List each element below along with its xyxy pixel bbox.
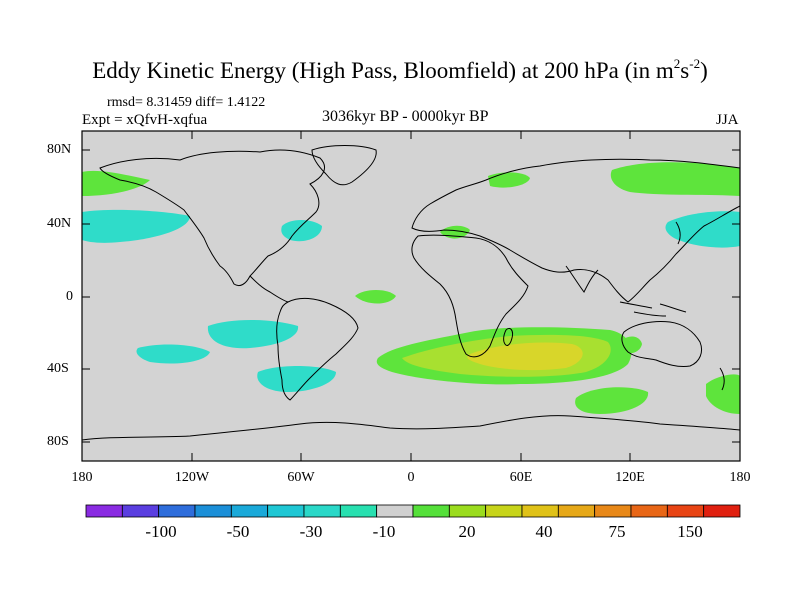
coast-australia — [621, 321, 703, 367]
field-siberia-green — [610, 162, 740, 196]
colorbar-box — [376, 504, 414, 518]
colorbar-box — [630, 504, 668, 518]
coastlines — [81, 145, 741, 441]
title-text: Eddy Kinetic Energy (High Pass, Bloomfie… — [92, 58, 674, 83]
lon-label: 120W — [174, 470, 210, 485]
season-label: JJA — [716, 112, 739, 128]
coast-eurasia — [411, 158, 741, 303]
field-south-pacific-green — [706, 374, 740, 414]
colorbar-box — [194, 504, 232, 518]
colorbar-box — [594, 504, 632, 518]
stats-text: rmsd= 8.31459 diff= 1.4122 — [107, 95, 266, 110]
title-s: s — [680, 58, 690, 83]
coast-north-america — [99, 149, 325, 287]
coast-new-zealand — [719, 367, 725, 391]
field-south-pacific-cyan — [136, 344, 210, 364]
field-tropical-atlantic-green — [355, 290, 396, 304]
field-south-indian-green — [575, 387, 649, 414]
title-sup-2: -2 — [689, 56, 701, 71]
field-us-cyan — [281, 220, 322, 242]
field-north-pacific-green — [82, 170, 150, 196]
title-close: ) — [700, 58, 708, 83]
coast-madagascar — [503, 327, 513, 346]
field-southeast-pacific-cyan — [257, 366, 336, 392]
coast-central-america — [249, 275, 289, 303]
coast-south-america — [276, 297, 359, 401]
colorbar-box — [303, 504, 341, 518]
colorbar-label: 20 — [458, 522, 476, 541]
field-japan-cyan — [665, 211, 740, 248]
colorbar-box — [703, 504, 741, 518]
axis-ticks — [81, 131, 741, 461]
colorbar-box — [121, 504, 160, 518]
colorbar-label: -30 — [299, 522, 323, 541]
lon-label: 0 — [407, 470, 415, 485]
lon-label: 60E — [509, 470, 533, 485]
colorbar-box — [485, 504, 523, 518]
colorbar-label: 75 — [608, 522, 626, 541]
colorbar-box — [448, 504, 487, 518]
colorbar-box — [267, 504, 305, 518]
colorbar-box — [557, 504, 596, 518]
lon-label: 180 — [729, 470, 751, 485]
coast-india — [565, 265, 599, 293]
coast-greenland — [311, 145, 377, 186]
coast-antarctica — [81, 415, 741, 441]
lat-label: 0 — [66, 289, 73, 304]
lon-label: 180 — [71, 470, 93, 485]
lat-label: 40N — [47, 216, 72, 231]
coast-japan — [675, 221, 681, 245]
field-north-pacific-cyan — [82, 209, 190, 243]
coast-africa — [411, 234, 529, 358]
field-north-atlantic-green — [488, 172, 530, 188]
colorbar-box — [339, 504, 378, 518]
colorbar-box — [158, 504, 196, 518]
colorbar-box — [521, 504, 559, 518]
colorbar-box — [85, 504, 123, 518]
lon-label: 60W — [287, 470, 315, 485]
plot-title: Eddy Kinetic Energy (High Pass, Bloomfie… — [0, 56, 800, 84]
colorbar-box — [230, 504, 269, 518]
anomaly-fields — [82, 162, 740, 414]
colorbar-label: 40 — [535, 522, 553, 541]
field-subtropical-pacific-cyan — [207, 320, 299, 349]
lon-label: 120E — [615, 470, 645, 485]
colorbar-label: -10 — [372, 522, 396, 541]
lat-label: 80N — [47, 142, 72, 157]
field-plume-yellow — [467, 342, 583, 371]
colorbar-label: -50 — [226, 522, 250, 541]
title-sup-1: 2 — [673, 56, 681, 71]
lat-label: 40S — [47, 361, 69, 376]
colorbar-label: -100 — [145, 522, 177, 541]
lat-label: 80S — [47, 434, 69, 449]
colorbar-box — [412, 504, 450, 518]
coast-indonesia — [619, 301, 687, 317]
colorbar-box — [666, 504, 705, 518]
colorbar — [85, 504, 741, 518]
period-label: 3036kyr BP - 0000kyr BP — [322, 108, 489, 125]
colorbar-label: 150 — [677, 522, 703, 541]
experiment-label: Expt = xQfvH-xqfua — [82, 112, 208, 128]
